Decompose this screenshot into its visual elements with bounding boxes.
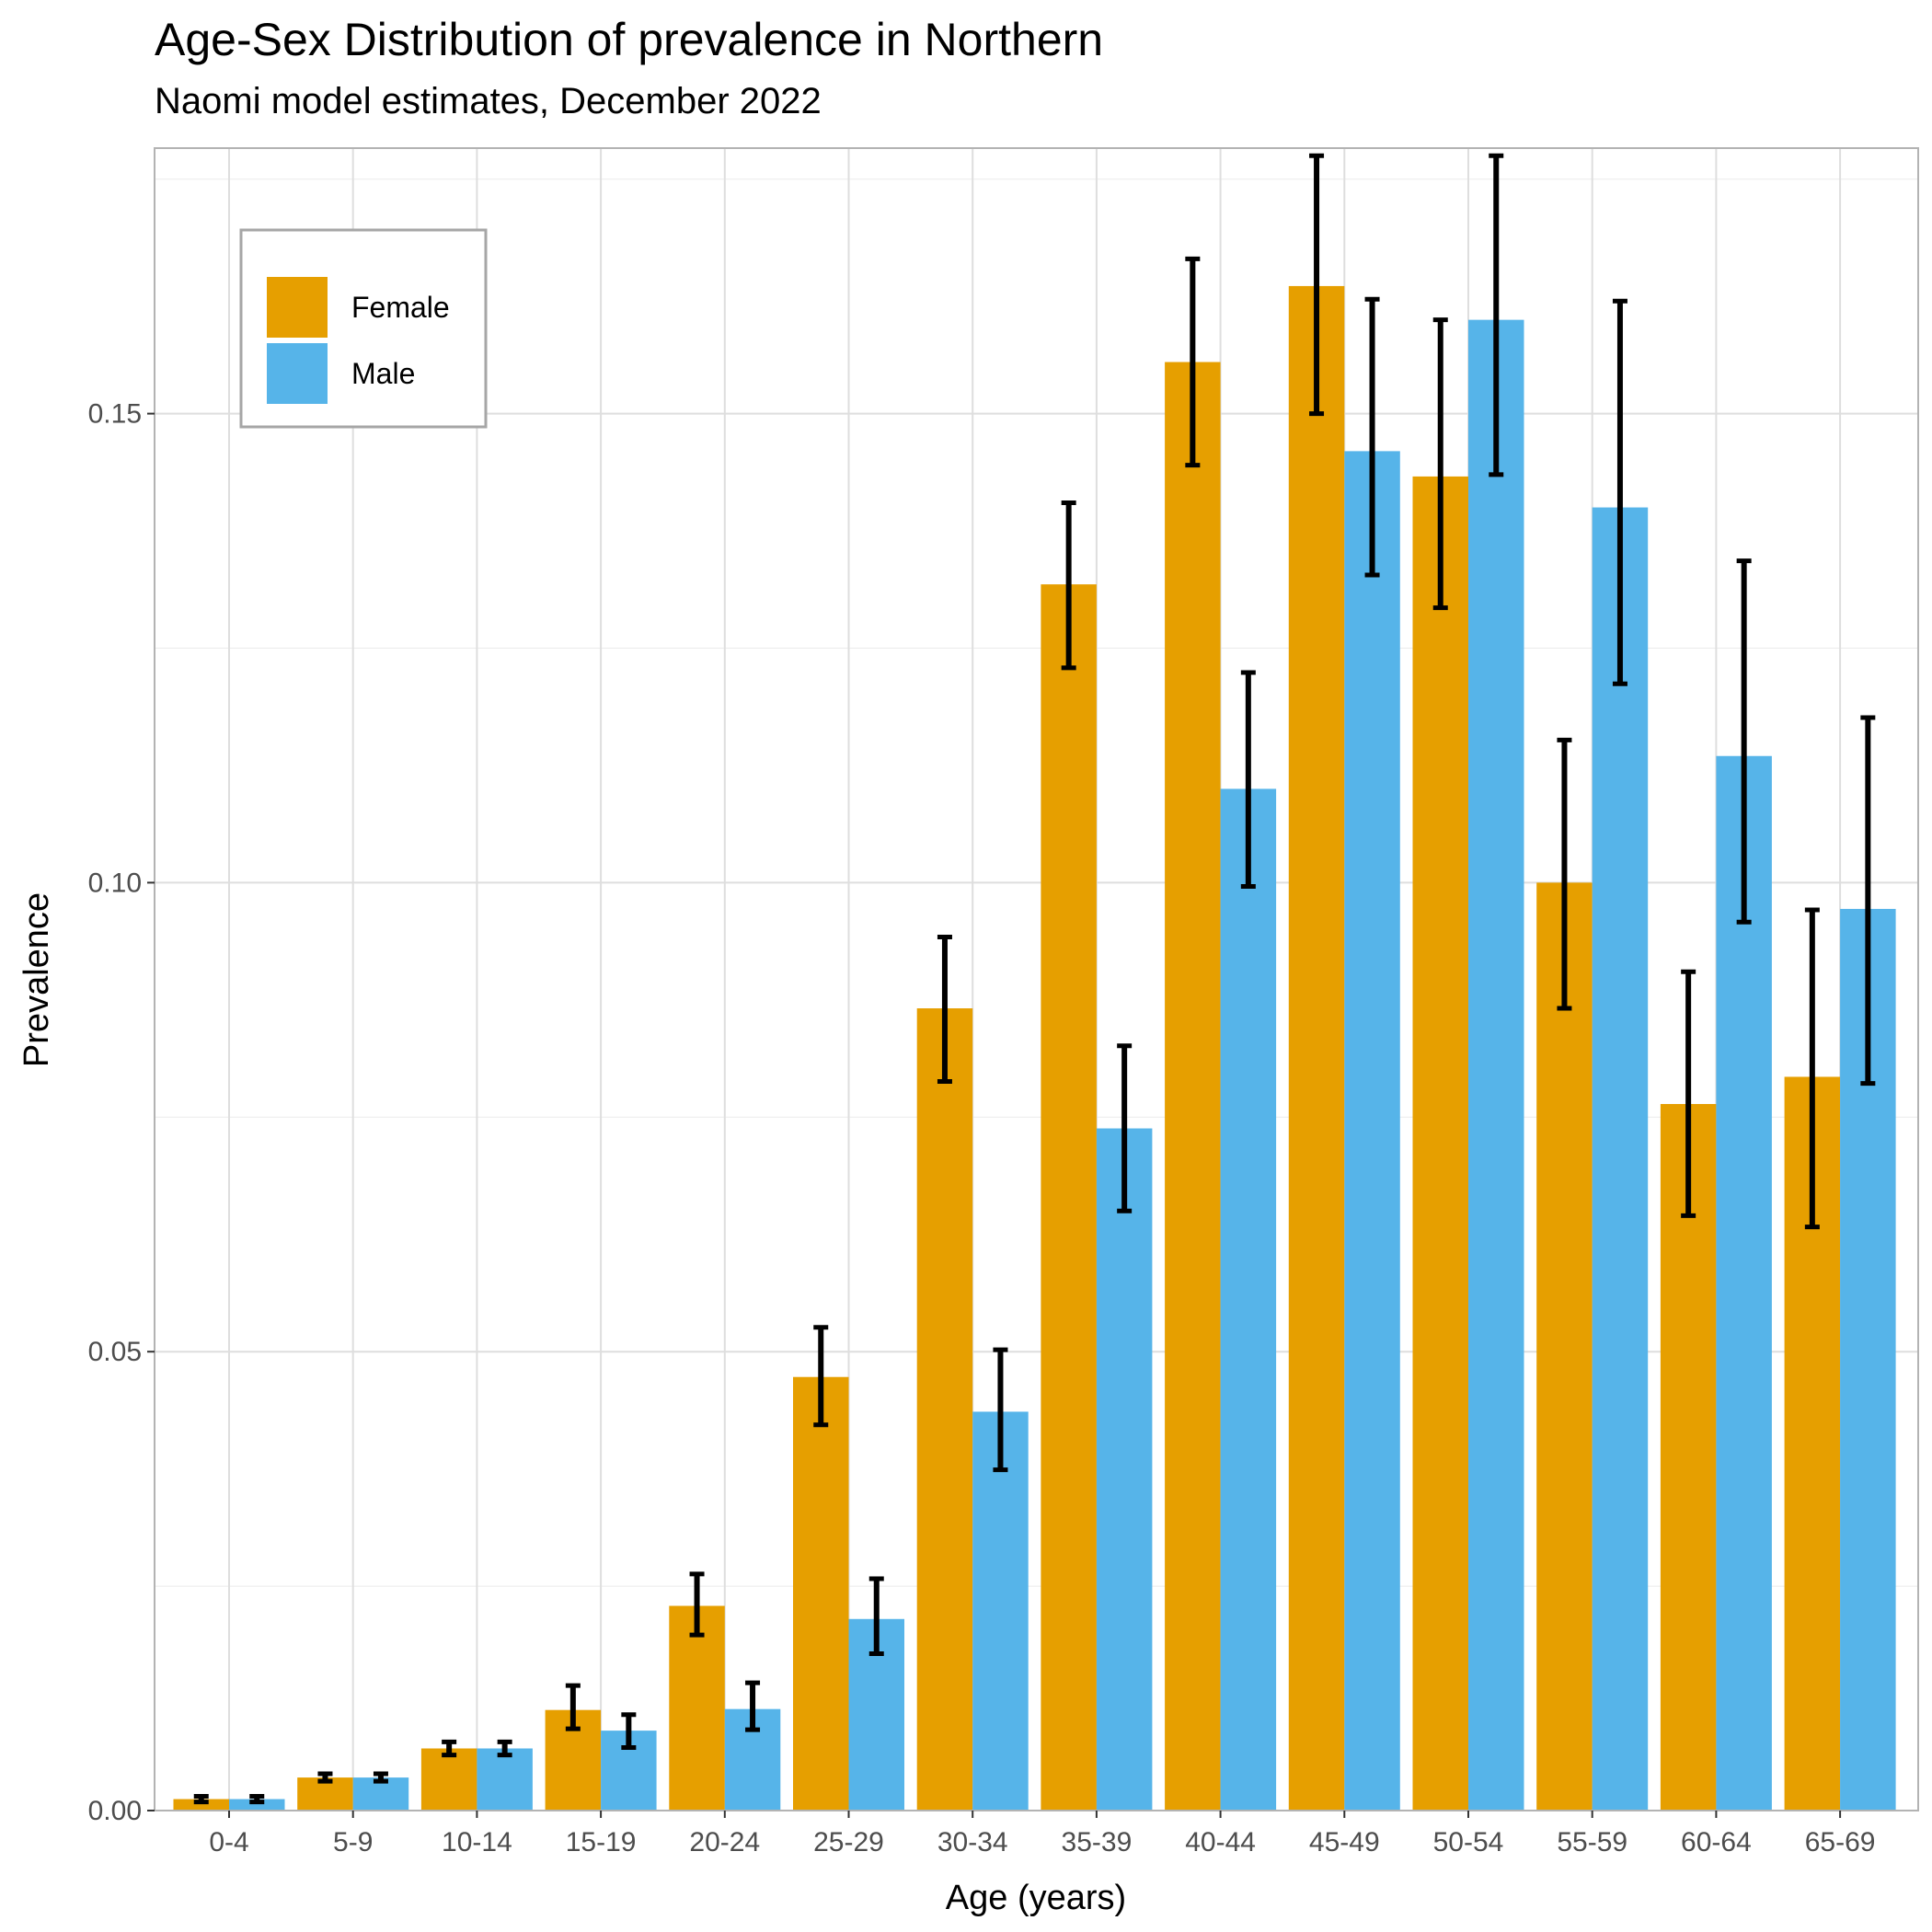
bar-female-55-59 <box>1536 882 1593 1811</box>
errorbar-female-40-44 <box>1185 256 1201 468</box>
bar-male-35-39 <box>1096 1128 1153 1811</box>
plot-panel-border <box>154 147 1919 1811</box>
x-tick-label: 15-19 <box>566 1827 637 1857</box>
bar-male-30-34 <box>972 1411 1029 1811</box>
y-tick-label: 0.10 <box>88 868 142 898</box>
x-tick-label: 5-9 <box>333 1827 373 1857</box>
errorbar-male-25-29 <box>868 1576 884 1657</box>
bar-male-10-14 <box>477 1748 533 1811</box>
errorbar-female-55-59 <box>1557 737 1572 1011</box>
y-tick-label: 0.05 <box>88 1337 142 1367</box>
errorbar-male-10-14 <box>497 1739 512 1758</box>
errorbar-female-60-64 <box>1681 969 1696 1218</box>
errorbar-male-60-64 <box>1736 558 1752 925</box>
y-axis-title: Prevalence <box>17 892 56 1067</box>
errorbar-female-10-14 <box>442 1739 457 1758</box>
errorbar-female-15-19 <box>565 1683 581 1731</box>
errorbar-layer <box>193 153 1876 1805</box>
x-tick-label: 10-14 <box>442 1827 512 1857</box>
bar-female-30-34 <box>916 1008 973 1811</box>
bar-female-25-29 <box>793 1376 849 1811</box>
x-tick-label: 55-59 <box>1557 1827 1627 1857</box>
bar-male-60-64 <box>1716 755 1772 1811</box>
errorbar-male-45-49 <box>1364 296 1380 578</box>
errorbar-male-20-24 <box>745 1680 761 1732</box>
errorbar-female-45-49 <box>1309 153 1325 417</box>
errorbar-male-15-19 <box>621 1712 637 1750</box>
errorbar-female-20-24 <box>689 1571 705 1638</box>
x-axis: 0-4 5-9 10-14 15-19 20-24 25-29 30-34 35-39 40-4… <box>209 1811 1875 1857</box>
bar-female-40-44 <box>1165 362 1221 1811</box>
bar-male-0-4 <box>229 1799 285 1811</box>
errorbar-male-65-69 <box>1860 715 1876 1087</box>
x-tick-label: 45-49 <box>1309 1827 1380 1857</box>
errorbar-female-5-9 <box>317 1771 333 1784</box>
x-tick-label: 40-44 <box>1185 1827 1256 1857</box>
y-tick-label: 0.15 <box>88 399 142 430</box>
bar-layer <box>173 285 1896 1811</box>
bar-male-50-54 <box>1468 319 1524 1811</box>
x-tick-label: 0-4 <box>209 1827 248 1857</box>
legend-swatch-female <box>267 277 328 338</box>
x-axis-title: Age (years) <box>946 1879 1126 1917</box>
x-tick-label: 65-69 <box>1805 1827 1876 1857</box>
errorbar-male-30-34 <box>993 1347 1008 1473</box>
errorbar-female-65-69 <box>1804 907 1820 1230</box>
y-axis: 0.00 0.05 0.10 0.15 <box>88 399 155 1826</box>
legend-label-male: Male <box>351 357 415 390</box>
x-tick-label: 30-34 <box>937 1827 1008 1857</box>
errorbar-female-50-54 <box>1432 317 1448 611</box>
errorbar-female-30-34 <box>937 935 952 1085</box>
errorbar-male-55-59 <box>1612 298 1627 686</box>
bar-female-35-39 <box>1041 584 1097 1811</box>
bar-female-45-49 <box>1288 285 1345 1811</box>
errorbar-male-40-44 <box>1240 670 1256 889</box>
y-tick-label: 0.00 <box>88 1796 142 1826</box>
x-tick-label: 50-54 <box>1433 1827 1504 1857</box>
bar-male-45-49 <box>1344 451 1400 1811</box>
errorbar-male-50-54 <box>1489 153 1504 477</box>
errorbar-female-25-29 <box>813 1325 829 1428</box>
chart-subtitle: Naomi model estimates, December 2022 <box>155 81 822 121</box>
x-tick-label: 60-64 <box>1681 1827 1752 1857</box>
x-tick-label: 20-24 <box>689 1827 760 1857</box>
errorbar-male-35-39 <box>1117 1043 1133 1213</box>
bar-female-0-4 <box>173 1799 229 1811</box>
errorbar-male-5-9 <box>373 1771 388 1784</box>
errorbar-female-0-4 <box>193 1793 209 1805</box>
bar-female-10-14 <box>420 1748 477 1811</box>
errorbar-female-35-39 <box>1061 500 1076 671</box>
errorbar-male-0-4 <box>249 1793 265 1805</box>
x-tick-label: 35-39 <box>1062 1827 1133 1857</box>
bar-female-50-54 <box>1412 476 1468 1811</box>
bar-male-40-44 <box>1220 788 1277 1811</box>
legend: Female Male <box>239 228 488 429</box>
bar-female-60-64 <box>1660 1104 1717 1811</box>
legend-swatch-male <box>267 343 328 404</box>
bar-female-20-24 <box>669 1605 725 1811</box>
x-tick-label: 25-29 <box>813 1827 884 1857</box>
chart-title: Age-Sex Distribution of prevalence in No… <box>155 14 1104 65</box>
bar-male-55-59 <box>1592 507 1649 1811</box>
legend-label-female: Female <box>351 291 450 324</box>
